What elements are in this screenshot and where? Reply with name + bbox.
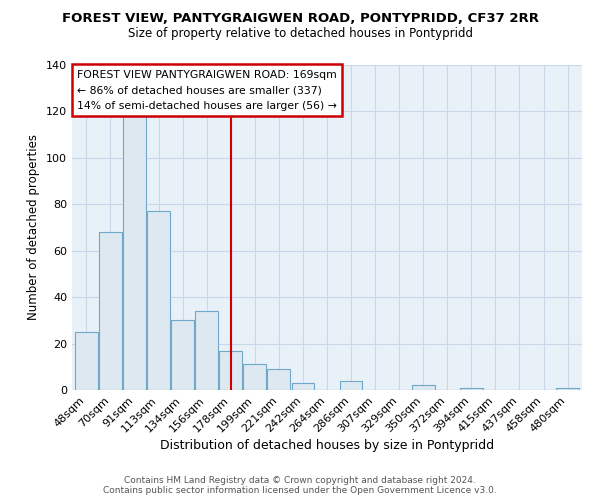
Bar — [123, 116, 146, 390]
Bar — [99, 232, 122, 390]
Bar — [244, 364, 266, 390]
Bar — [340, 380, 362, 390]
Text: Contains HM Land Registry data © Crown copyright and database right 2024.
Contai: Contains HM Land Registry data © Crown c… — [103, 476, 497, 495]
Text: Size of property relative to detached houses in Pontypridd: Size of property relative to detached ho… — [128, 28, 473, 40]
Bar — [460, 388, 483, 390]
Bar — [412, 386, 434, 390]
Bar — [220, 350, 242, 390]
Y-axis label: Number of detached properties: Number of detached properties — [28, 134, 40, 320]
Text: FOREST VIEW, PANTYGRAIGWEN ROAD, PONTYPRIDD, CF37 2RR: FOREST VIEW, PANTYGRAIGWEN ROAD, PONTYPR… — [62, 12, 539, 26]
Bar — [556, 388, 579, 390]
Bar — [75, 332, 98, 390]
Bar — [195, 311, 218, 390]
Bar — [268, 369, 290, 390]
Bar — [171, 320, 194, 390]
Bar — [147, 212, 170, 390]
Bar — [292, 383, 314, 390]
Text: FOREST VIEW PANTYGRAIGWEN ROAD: 169sqm
← 86% of detached houses are smaller (337: FOREST VIEW PANTYGRAIGWEN ROAD: 169sqm ←… — [77, 70, 337, 111]
X-axis label: Distribution of detached houses by size in Pontypridd: Distribution of detached houses by size … — [160, 440, 494, 452]
